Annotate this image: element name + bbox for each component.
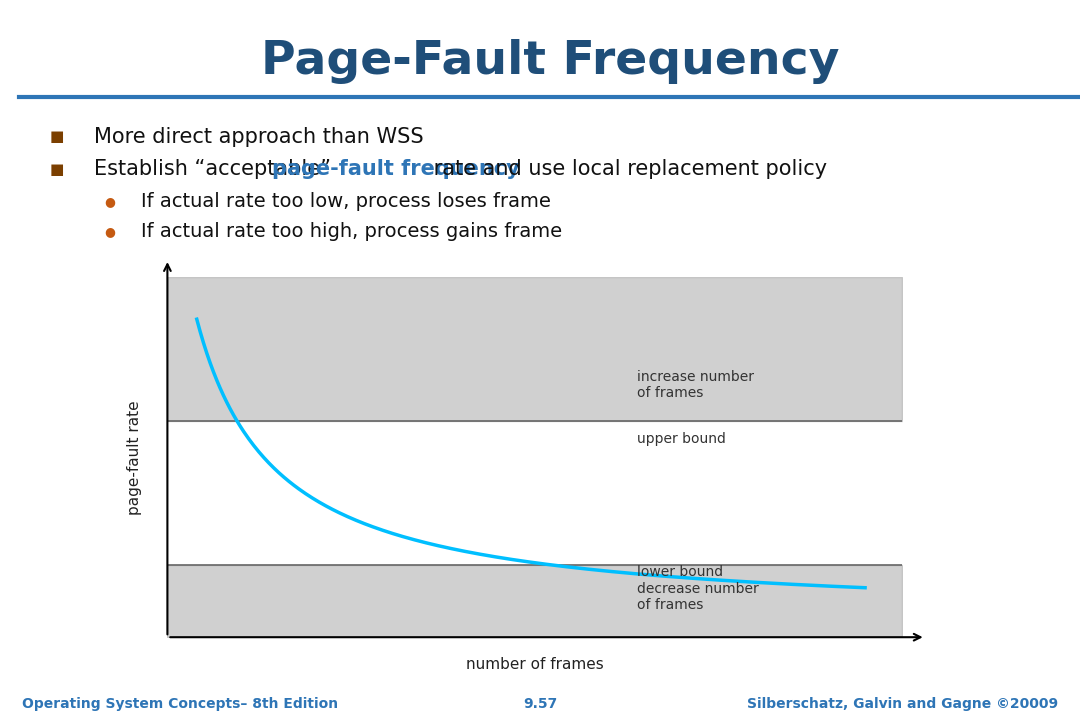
- Text: Establish “acceptable”: Establish “acceptable”: [94, 159, 337, 179]
- Text: rate and use local replacement policy: rate and use local replacement policy: [427, 159, 826, 179]
- Text: upper bound: upper bound: [637, 432, 726, 446]
- Text: Page-Fault Frequency: Page-Fault Frequency: [260, 39, 839, 84]
- Text: ●: ●: [104, 225, 116, 238]
- Text: increase number
of frames: increase number of frames: [637, 370, 755, 400]
- Text: lower bound
decrease number
of frames: lower bound decrease number of frames: [637, 565, 759, 612]
- Text: Silberschatz, Galvin and Gagne ©20009: Silberschatz, Galvin and Gagne ©20009: [747, 697, 1058, 711]
- Text: If actual rate too low, process loses frame: If actual rate too low, process loses fr…: [141, 192, 551, 211]
- Text: page-fault frequency: page-fault frequency: [272, 159, 519, 179]
- Text: ■: ■: [50, 130, 64, 144]
- Text: number of frames: number of frames: [465, 657, 604, 672]
- Text: ●: ●: [104, 195, 116, 208]
- Text: page-fault rate: page-fault rate: [127, 400, 143, 515]
- Text: 9.57: 9.57: [523, 697, 557, 711]
- Text: ■: ■: [50, 162, 64, 176]
- Text: More direct approach than WSS: More direct approach than WSS: [94, 127, 423, 147]
- Text: Operating System Concepts– 8th Edition: Operating System Concepts– 8th Edition: [22, 697, 338, 711]
- Text: If actual rate too high, process gains frame: If actual rate too high, process gains f…: [141, 222, 563, 241]
